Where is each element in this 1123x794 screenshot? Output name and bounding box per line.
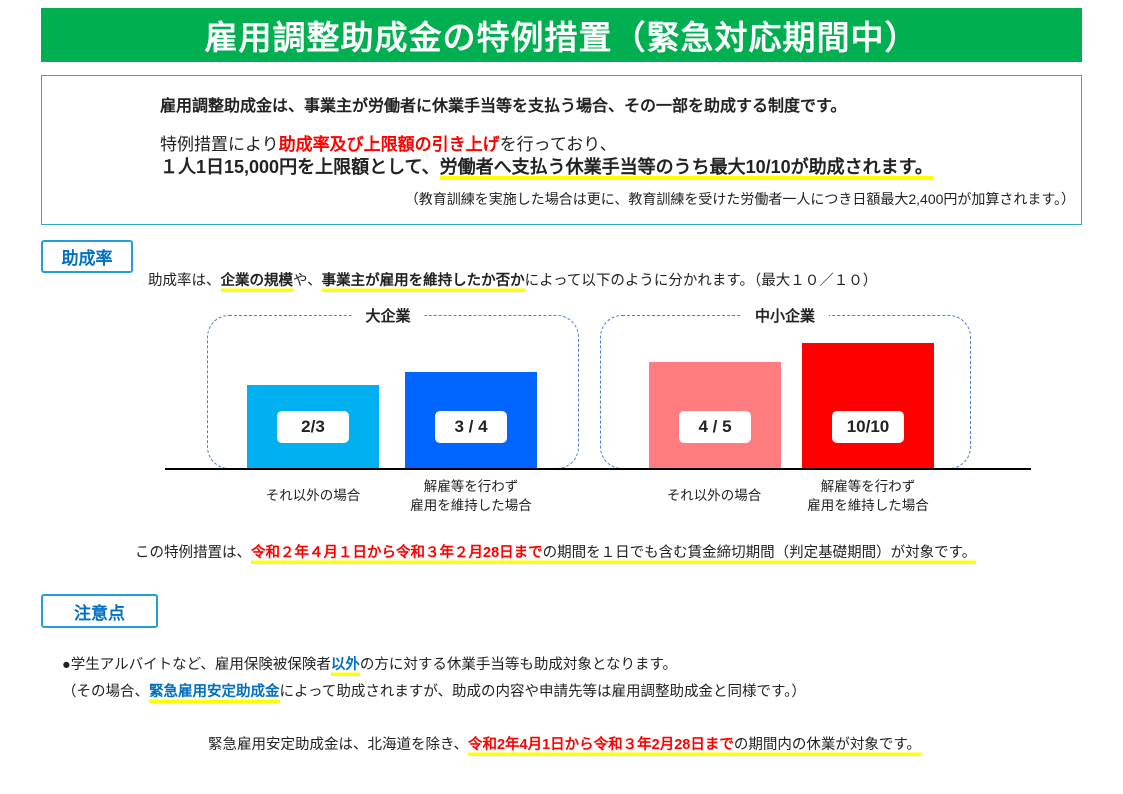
category-label: それ以外の場合 (265, 488, 361, 503)
text: 雇用を維持した場合 (410, 498, 532, 513)
highlight-underline: 労働者へ支払う休業手当等のうち最大10/10が助成されます。 (439, 157, 933, 180)
bar-value-label: 10/10 (832, 411, 904, 443)
highlight-red: 令和2年4月1日から令和３年2月28日まで (467, 737, 734, 753)
text: によって助成されますが、助成の内容や申請先等は雇用調整助成金と同様です。） (279, 684, 806, 700)
category-label: 解雇等を行わず 雇用を維持した場合 (807, 477, 929, 515)
group-label-large: 大企業 (351, 305, 425, 326)
highlight-underline: 事業主が雇用を維持したか否か (321, 273, 525, 292)
highlight-blue: 以外 (330, 657, 360, 676)
highlight-underline: 企業の規模 (220, 273, 293, 292)
info-line-2: 特例措置により助成率及び上限額の引き上げを行っており、 (160, 130, 617, 155)
text: 解雇等を行わず (820, 479, 916, 494)
info-line-3: １人1日15,000円を上限額として、労働者へ支払う休業手当等のうち最大10/1… (160, 153, 933, 180)
text: ●学生アルバイトなど、雇用保険被保険者 (62, 657, 331, 673)
highlight-underline: 令和２年４月１日から令和３年２月28日までの期間を１日でも含む賃金締切期間（判定… (251, 545, 977, 564)
notes-paren: （その場合、緊急雇用安定助成金によって助成されますが、助成の内容や申請先等は雇用… (62, 680, 806, 703)
text: （その場合、 (62, 684, 149, 700)
rate-description: 助成率は、企業の規模や、事業主が雇用を維持したか否かによって以下のように分かれま… (148, 269, 878, 292)
period-sentence: この特例措置は、令和２年４月１日から令和３年２月28日までの期間を１日でも含む賃… (135, 541, 977, 564)
text: 緊急雇用安定助成金は、北海道を除き、 (208, 737, 468, 753)
group-label-sme: 中小企業 (740, 305, 830, 326)
highlight-blue: 緊急雇用安定助成金 (149, 684, 280, 703)
notes-bullet: ●学生アルバイトなど、雇用保険被保険者以外の方に対する休業手当等も助成対象となり… (62, 653, 678, 676)
highlight-red: 令和２年４月１日から令和３年２月28日まで (251, 545, 543, 561)
text: 特例措置により (160, 135, 279, 154)
text: や、 (293, 273, 322, 289)
info-line-1: 雇用調整助成金は、事業主が労働者に休業手当等を支払う場合、その一部を助成する制度… (160, 98, 847, 115)
bar-value-label: 4 / 5 (679, 411, 751, 443)
text: 雇用を維持した場合 (807, 498, 929, 513)
text: を行っており、 (499, 135, 617, 154)
text: １人1日15,000円を上限額として、 (160, 157, 440, 177)
highlight-underline: 令和2年4月1日から令和３年2月28日までの期間内の休業が対象です。 (467, 737, 921, 756)
bar-value-label: 3 / 4 (435, 411, 507, 443)
rate-tab: 助成率 (41, 240, 133, 273)
text: この特例措置は、 (135, 545, 251, 561)
text: の方に対する休業手当等も助成対象となります。 (359, 657, 678, 673)
category-label: 解雇等を行わず 雇用を維持した場合 (410, 477, 532, 515)
bar-large-retained: 3 / 4 (405, 372, 537, 469)
bar-value-label: 2/3 (277, 411, 349, 443)
text: 解雇等を行わず (423, 479, 519, 494)
text: によって以下のように分かれます。（最大１０／１０） (524, 273, 878, 289)
info-line-4: （教育訓練を実施した場合は更に、教育訓練を受けた労働者一人につき日額最大2,40… (404, 191, 1075, 207)
page-title: 雇用調整助成金の特例措置（緊急対応期間中） (41, 8, 1082, 62)
text: の期間内の休業が対象です。 (733, 737, 921, 753)
highlight-red: 助成率及び上限額の引き上げ (278, 135, 500, 154)
bar-sme-retained: 10/10 (802, 343, 934, 469)
category-label: それ以外の場合 (666, 488, 762, 503)
bar-sme-other: 4 / 5 (649, 362, 781, 469)
text: 助成率は、 (148, 273, 221, 289)
bar-large-other: 2/3 (247, 385, 379, 469)
notes-last: 緊急雇用安定助成金は、北海道を除き、令和2年4月1日から令和３年2月28日までの… (208, 733, 921, 756)
text: の期間を１日でも含む賃金締切期間（判定基礎期間）が対象です。 (542, 545, 977, 561)
notes-tab: 注意点 (41, 594, 158, 628)
info-box (41, 75, 1082, 225)
baseline (165, 468, 1031, 470)
